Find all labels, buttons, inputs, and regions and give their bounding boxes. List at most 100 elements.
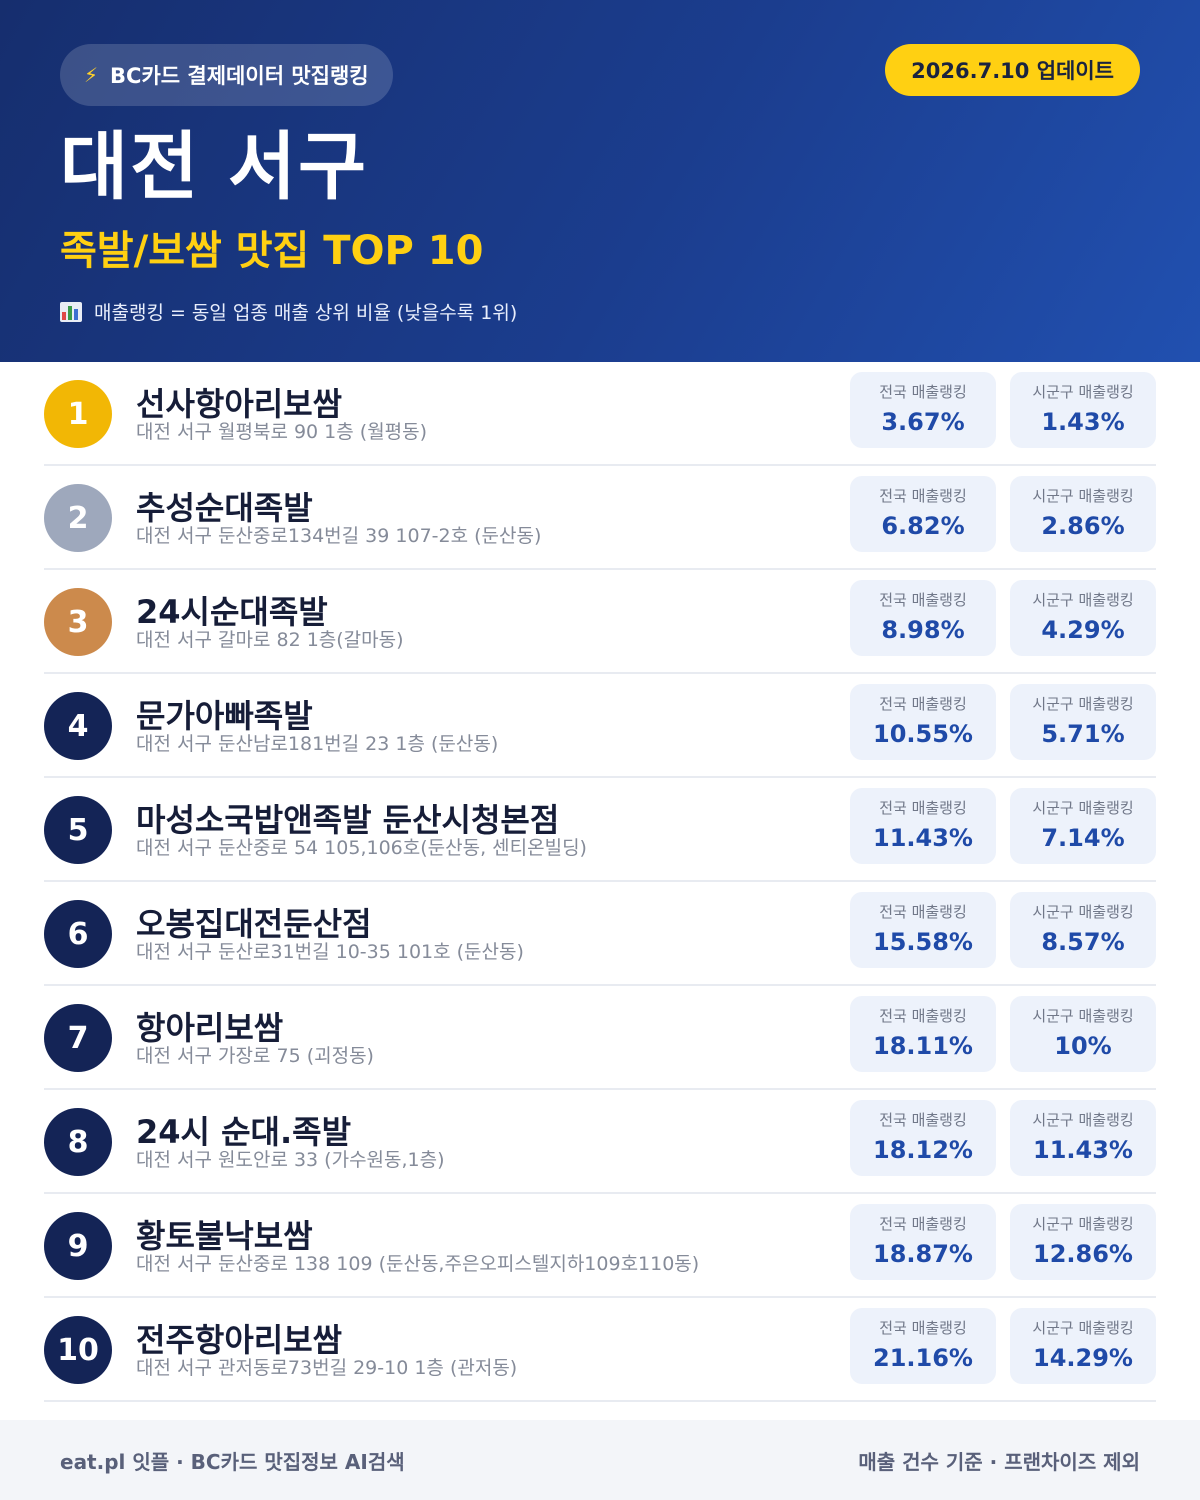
national-ranking-label: 전국 매출랭킹 — [879, 1007, 967, 1025]
national-ranking-value: 3.67% — [881, 408, 965, 436]
local-ranking-value: 10% — [1054, 1032, 1112, 1060]
national-ranking-label: 전국 매출랭킹 — [879, 695, 967, 713]
rank-badge: 10 — [44, 1316, 112, 1384]
national-ranking-label: 전국 매출랭킹 — [879, 799, 967, 817]
local-ranking-box: 시군구 매출랭킹 11.43% — [1010, 1100, 1156, 1176]
restaurant-name[interactable]: 24시순대족발 — [136, 593, 328, 631]
local-ranking-value: 5.71% — [1041, 720, 1125, 748]
local-ranking-value: 8.57% — [1041, 928, 1125, 956]
local-ranking-box: 시군구 매출랭킹 1.43% — [1010, 372, 1156, 448]
restaurant-row[interactable]: 4 문가아빠족발 대전 서구 둔산남로181번길 23 1층 (둔산동) 전국 매출랭… — [44, 674, 1156, 778]
local-ranking-value: 2.86% — [1041, 512, 1125, 540]
national-ranking-box: 전국 매출랭킹 11.43% — [850, 788, 996, 864]
brand-badge: ⚡ BC카드 결제데이터 맛집랭킹 — [60, 44, 393, 106]
update-date-badge: 2026.7.10 업데이트 — [885, 44, 1140, 96]
restaurant-address: 대전 서구 월평북로 90 1층 (월평동) — [136, 421, 428, 443]
restaurant-address: 대전 서구 둔산중로 54 105,106호(둔산동, 센티온빌딩) — [136, 837, 587, 859]
restaurant-name[interactable]: 황토불낙보쌈 — [136, 1217, 313, 1255]
national-ranking-value: 10.55% — [873, 720, 973, 748]
national-ranking-value: 18.87% — [873, 1240, 973, 1268]
national-ranking-box: 전국 매출랭킹 18.12% — [850, 1100, 996, 1176]
ranking-note: 매출랭킹 = 동일 업종 매출 상위 비율 (낮을수록 1위) — [60, 298, 1140, 325]
restaurant-name[interactable]: 24시 순대.족발 — [136, 1113, 352, 1151]
local-ranking-box: 시군구 매출랭킹 8.57% — [1010, 892, 1156, 968]
national-ranking-label: 전국 매출랭킹 — [879, 1319, 967, 1337]
national-ranking-label: 전국 매출랭킹 — [879, 1215, 967, 1233]
restaurant-row[interactable]: 9 황토불낙보쌈 대전 서구 둔산중로 138 109 (둔산동,주은오피스텔지하1… — [44, 1194, 1156, 1298]
national-ranking-value: 18.11% — [873, 1032, 973, 1060]
restaurant-name[interactable]: 문가아빠족발 — [136, 697, 313, 735]
rank-badge: 2 — [44, 484, 112, 552]
restaurant-row[interactable]: 8 24시 순대.족발 대전 서구 원도안로 33 (가수원동,1층) 전국 매출랭킹… — [44, 1090, 1156, 1194]
restaurant-row[interactable]: 1 선사항아리보쌈 대전 서구 월평북로 90 1층 (월평동) 전국 매출랭킹 3.6… — [44, 362, 1156, 466]
national-ranking-box: 전국 매출랭킹 18.11% — [850, 996, 996, 1072]
national-ranking-label: 전국 매출랭킹 — [879, 903, 967, 921]
national-ranking-box: 전국 매출랭킹 3.67% — [850, 372, 996, 448]
local-ranking-label: 시군구 매출랭킹 — [1032, 591, 1134, 609]
restaurant-row[interactable]: 2 추성순대족발 대전 서구 둔산중로134번길 39 107-2호 (둔산동) 전국… — [44, 466, 1156, 570]
rank-badge: 1 — [44, 380, 112, 448]
restaurant-address: 대전 서구 둔산중로134번길 39 107-2호 (둔산동) — [136, 525, 542, 547]
local-ranking-box: 시군구 매출랭킹 2.86% — [1010, 476, 1156, 552]
national-ranking-value: 18.12% — [873, 1136, 973, 1164]
local-ranking-label: 시군구 매출랭킹 — [1032, 1007, 1134, 1025]
bar-chart-icon — [60, 301, 82, 322]
local-ranking-value: 14.29% — [1033, 1344, 1133, 1372]
local-ranking-label: 시군구 매출랭킹 — [1032, 1215, 1134, 1233]
ranking-note-text: 매출랭킹 = 동일 업종 매출 상위 비율 (낮을수록 1위) — [94, 302, 518, 324]
local-ranking-label: 시군구 매출랭킹 — [1032, 1319, 1134, 1337]
local-ranking-label: 시군구 매출랭킹 — [1032, 903, 1134, 921]
restaurant-name[interactable]: 항아리보쌈 — [136, 1009, 284, 1047]
restaurant-row[interactable]: 7 항아리보쌈 대전 서구 가장로 75 (괴정동) 전국 매출랭킹 18.11% 시군구… — [44, 986, 1156, 1090]
local-ranking-label: 시군구 매출랭킹 — [1032, 695, 1134, 713]
local-ranking-box: 시군구 매출랭킹 4.29% — [1010, 580, 1156, 656]
restaurant-address: 대전 서구 둔산로31번길 10-35 101호 (둔산동) — [136, 941, 524, 963]
restaurant-address: 대전 서구 가장로 75 (괴정동) — [136, 1045, 374, 1067]
local-ranking-value: 12.86% — [1033, 1240, 1133, 1268]
local-ranking-box: 시군구 매출랭킹 14.29% — [1010, 1308, 1156, 1384]
footer-criteria: 매출 건수 기준 · 프랜차이즈 제외 — [858, 1449, 1140, 1474]
local-ranking-label: 시군구 매출랭킹 — [1032, 383, 1134, 401]
national-ranking-value: 15.58% — [873, 928, 973, 956]
footer: eat.pl 잇플 · BC카드 맛집정보 AI검색 매출 건수 기준 · 프랜… — [0, 1420, 1200, 1500]
restaurant-address: 대전 서구 원도안로 33 (가수원동,1층) — [136, 1149, 445, 1171]
local-ranking-value: 11.43% — [1033, 1136, 1133, 1164]
national-ranking-value: 6.82% — [881, 512, 965, 540]
national-ranking-label: 전국 매출랭킹 — [879, 1111, 967, 1129]
restaurant-row[interactable]: 10 전주항아리보쌈 대전 서구 관저동로73번길 29-10 1층 (관저동) 전국… — [44, 1298, 1156, 1402]
local-ranking-box: 시군구 매출랭킹 10% — [1010, 996, 1156, 1072]
national-ranking-box: 전국 매출랭킹 10.55% — [850, 684, 996, 760]
local-ranking-value: 7.14% — [1041, 824, 1125, 852]
national-ranking-box: 전국 매출랭킹 8.98% — [850, 580, 996, 656]
local-ranking-label: 시군구 매출랭킹 — [1032, 487, 1134, 505]
rank-badge: 3 — [44, 588, 112, 656]
header-banner: ⚡ BC카드 결제데이터 맛집랭킹 2026.7.10 업데이트 대전 서구 족… — [0, 0, 1200, 362]
category-subtitle: 족발/보쌈 맛집 TOP 10 — [60, 228, 484, 274]
restaurant-name[interactable]: 추성순대족발 — [136, 489, 313, 527]
restaurant-name[interactable]: 마성소국밥앤족발 둔산시청본점 — [136, 801, 560, 839]
rank-badge: 4 — [44, 692, 112, 760]
local-ranking-box: 시군구 매출랭킹 7.14% — [1010, 788, 1156, 864]
restaurant-list: 1 선사항아리보쌈 대전 서구 월평북로 90 1층 (월평동) 전국 매출랭킹 3.6… — [0, 362, 1200, 1402]
restaurant-address: 대전 서구 갈마로 82 1층(갈마동) — [136, 629, 404, 651]
restaurant-address: 대전 서구 관저동로73번길 29-10 1층 (관저동) — [136, 1357, 518, 1379]
rank-badge: 8 — [44, 1108, 112, 1176]
national-ranking-box: 전국 매출랭킹 21.16% — [850, 1308, 996, 1384]
rank-badge: 6 — [44, 900, 112, 968]
footer-source: eat.pl 잇플 · BC카드 맛집정보 AI검색 — [60, 1449, 405, 1474]
restaurant-name[interactable]: 전주항아리보쌈 — [136, 1321, 343, 1359]
national-ranking-box: 전국 매출랭킹 18.87% — [850, 1204, 996, 1280]
lightning-bolt-icon: ⚡ — [84, 63, 99, 87]
restaurant-address: 대전 서구 둔산남로181번길 23 1층 (둔산동) — [136, 733, 499, 755]
rank-badge: 7 — [44, 1004, 112, 1072]
restaurant-name[interactable]: 오봉집대전둔산점 — [136, 905, 372, 943]
restaurant-name[interactable]: 선사항아리보쌈 — [136, 385, 343, 423]
restaurant-row[interactable]: 6 오봉집대전둔산점 대전 서구 둔산로31번길 10-35 101호 (둔산동) 전… — [44, 882, 1156, 986]
restaurant-row[interactable]: 3 24시순대족발 대전 서구 갈마로 82 1층(갈마동) 전국 매출랭킹 8.98%… — [44, 570, 1156, 674]
rank-badge: 9 — [44, 1212, 112, 1280]
national-ranking-value: 11.43% — [873, 824, 973, 852]
restaurant-row[interactable]: 5 마성소국밥앤족발 둔산시청본점 대전 서구 둔산중로 54 105,106호(둔… — [44, 778, 1156, 882]
local-ranking-value: 4.29% — [1041, 616, 1125, 644]
local-ranking-box: 시군구 매출랭킹 12.86% — [1010, 1204, 1156, 1280]
rank-badge: 5 — [44, 796, 112, 864]
